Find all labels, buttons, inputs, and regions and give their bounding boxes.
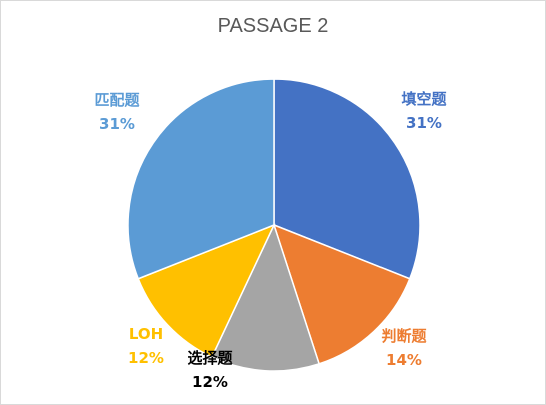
slice-value-label-4: 12% [128,349,164,367]
slice-value-label-2: 14% [386,351,422,369]
pie-slice-1 [273,78,421,280]
slice-category-label-2: 判断题 [381,327,427,345]
pie-slice-5 [127,78,275,280]
chart-title: PASSAGE 2 [217,15,329,37]
slice-value-label-1: 31% [406,114,442,132]
pie-slice-3 [210,222,321,372]
slice-value-label-5: 31% [99,115,135,133]
slice-category-label-3: 选择题 [187,349,233,367]
pie-slice-4 [137,223,276,359]
slice-value-label-3: 12% [192,373,228,391]
slice-category-label-1: 填空题 [401,90,447,108]
slice-category-label-4: LOH [129,325,163,343]
slice-category-label-5: 匹配题 [94,91,140,109]
